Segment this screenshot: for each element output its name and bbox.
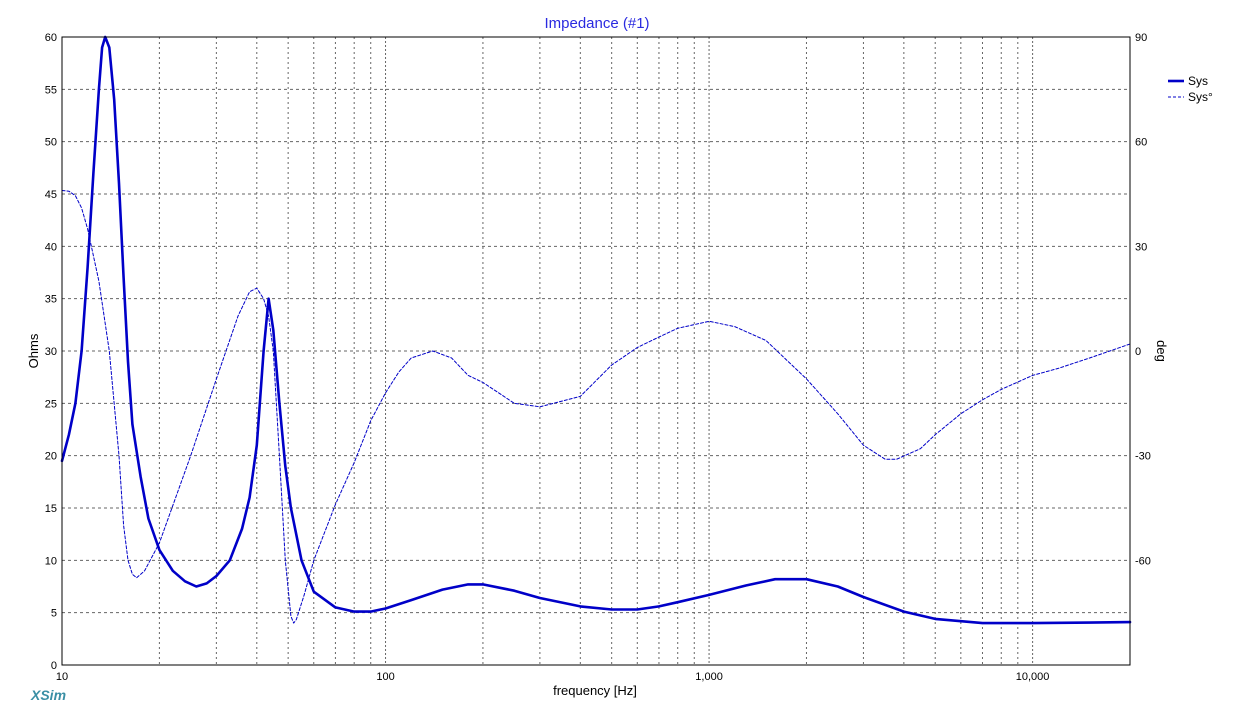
x-tick-label: 10 <box>56 671 68 683</box>
y-tick-label: 10 <box>45 555 57 567</box>
y-tick-label: 55 <box>45 84 57 96</box>
xsim-logo: XSim <box>30 687 66 703</box>
y-tick-label: 40 <box>45 241 57 253</box>
y-tick-label: 25 <box>45 398 57 410</box>
x-tick-label: 100 <box>376 671 394 683</box>
x-tick-label: 10,000 <box>1016 671 1050 683</box>
y-tick-label: 45 <box>45 189 57 201</box>
grid <box>62 37 1130 665</box>
y-right-tick-label: 30 <box>1135 241 1147 253</box>
series-line-sys <box>60 35 1132 625</box>
legend-label-sys-phase: Sys° <box>1188 90 1213 104</box>
tick-labels: 0 5 10 15 20 25 30 35 40 45 50 55 60 90 60 30 0 -30 -60 10 1… <box>45 32 1151 683</box>
y-tick-label: 15 <box>45 503 57 515</box>
y-right-tick-label: 0 <box>1135 346 1141 358</box>
y-right-tick-label: 60 <box>1135 137 1147 149</box>
y-right-axis-title: deg <box>1154 340 1169 362</box>
y-tick-label: 30 <box>45 346 57 358</box>
y-right-tick-label: -60 <box>1135 555 1151 567</box>
legend-label-sys: Sys <box>1188 74 1208 88</box>
chart-title: Impedance (#1) <box>544 15 649 32</box>
x-axis-title: frequency [Hz] <box>553 683 637 698</box>
y-tick-label: 35 <box>45 294 57 306</box>
plot-frame <box>61 36 1131 666</box>
series-layer <box>60 35 1132 625</box>
y-tick-label: 0 <box>51 660 57 672</box>
y-tick-label: 60 <box>45 32 57 44</box>
y-tick-label: 5 <box>51 608 57 620</box>
y-right-tick-label: -30 <box>1135 451 1151 463</box>
y-axis-title: Ohms <box>26 333 41 368</box>
legend: Sys Sys° <box>1168 74 1213 104</box>
x-tick-label: 1,000 <box>695 671 723 683</box>
y-tick-label: 20 <box>45 451 57 463</box>
series-line-sys-phase <box>61 190 1131 624</box>
y-right-tick-label: 90 <box>1135 32 1147 44</box>
y-tick-label: 50 <box>45 137 57 149</box>
